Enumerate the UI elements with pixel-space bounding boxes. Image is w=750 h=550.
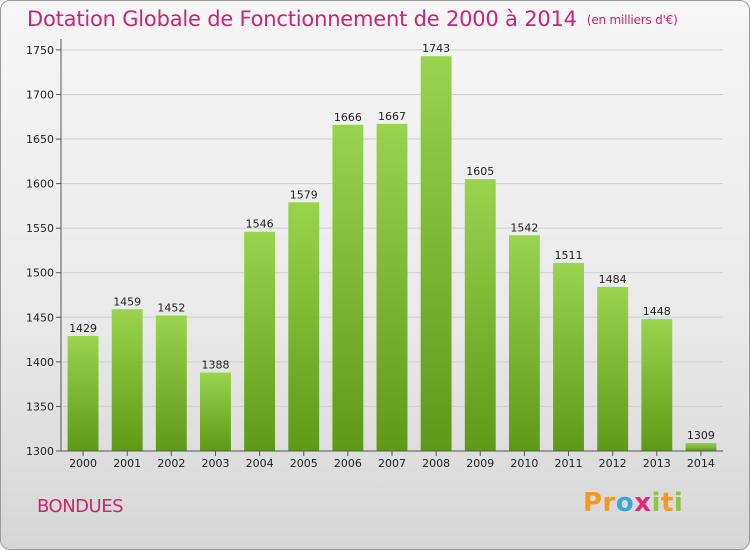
logo-part: i bbox=[673, 488, 684, 518]
x-tick-label: 2007 bbox=[378, 457, 406, 470]
logo-part: x bbox=[634, 488, 652, 518]
data-label: 1743 bbox=[422, 42, 450, 55]
bars bbox=[67, 56, 717, 452]
x-tick-label: 2004 bbox=[246, 457, 274, 470]
bar bbox=[553, 262, 584, 451]
proxiti-logo: Proxiti bbox=[583, 488, 683, 518]
chart-subtitle: (en milliers d'€) bbox=[586, 13, 678, 27]
bar bbox=[244, 231, 276, 451]
bar bbox=[420, 56, 452, 452]
data-label: 1484 bbox=[599, 273, 627, 286]
y-tick-label: 1700 bbox=[26, 88, 54, 101]
bar bbox=[685, 442, 717, 451]
bar bbox=[508, 235, 540, 451]
y-tick-label: 1450 bbox=[26, 311, 54, 324]
data-label: 1429 bbox=[69, 322, 97, 335]
axes bbox=[56, 39, 723, 456]
logo-part: i bbox=[651, 488, 661, 518]
y-tick-label: 1300 bbox=[26, 445, 54, 458]
data-label: 1452 bbox=[157, 302, 185, 315]
x-tick-label: 2012 bbox=[599, 457, 627, 470]
x-tick-label: 2008 bbox=[422, 457, 450, 470]
data-label: 1459 bbox=[113, 295, 141, 308]
x-tick-label: 2001 bbox=[113, 457, 141, 470]
y-tick-label: 1350 bbox=[26, 400, 54, 413]
data-label: 1511 bbox=[555, 249, 583, 262]
data-label: 1605 bbox=[466, 165, 494, 178]
bar bbox=[332, 124, 364, 452]
data-label: 1388 bbox=[201, 359, 229, 372]
bar bbox=[155, 315, 187, 451]
chart-title: Dotation Globale de Fonctionnement de 20… bbox=[27, 7, 678, 31]
bar bbox=[288, 202, 320, 451]
data-label: 1667 bbox=[378, 110, 406, 123]
y-tick-label: 1400 bbox=[26, 356, 54, 369]
data-label: 1309 bbox=[687, 429, 715, 442]
title-text: Dotation Globale de Fonctionnement de 20… bbox=[27, 7, 577, 31]
x-tick-label: 2010 bbox=[510, 457, 538, 470]
y-tick-label: 1600 bbox=[26, 178, 54, 191]
bar bbox=[376, 123, 408, 452]
bar bbox=[464, 179, 496, 452]
data-label: 1542 bbox=[510, 221, 538, 234]
y-tick-label: 1750 bbox=[26, 44, 54, 57]
logo-part: Pr bbox=[583, 488, 616, 518]
data-label: 1546 bbox=[246, 218, 274, 231]
x-tick-label: 2006 bbox=[334, 457, 362, 470]
labels: 1300 1350 1400 1450 1500 1550 1600 1650 1700 1750… bbox=[26, 42, 715, 470]
x-tick-label: 2003 bbox=[201, 457, 229, 470]
bar bbox=[67, 336, 99, 451]
data-label: 1666 bbox=[334, 111, 362, 124]
commune-name: BONDUES bbox=[37, 496, 124, 517]
x-tick-label: 2002 bbox=[157, 457, 185, 470]
data-label: 1579 bbox=[290, 188, 318, 201]
y-tick-label: 1550 bbox=[26, 222, 54, 235]
x-tick-label: 2000 bbox=[69, 457, 97, 470]
bar bbox=[200, 372, 231, 451]
y-tick-label: 1500 bbox=[26, 267, 54, 280]
x-tick-label: 2005 bbox=[290, 457, 318, 470]
x-tick-label: 2009 bbox=[466, 457, 494, 470]
data-label: 1448 bbox=[643, 305, 671, 318]
y-tick-label: 1650 bbox=[26, 133, 54, 146]
bar bbox=[111, 309, 143, 451]
x-tick-label: 2013 bbox=[643, 457, 671, 470]
logo-part: t bbox=[660, 488, 674, 518]
x-tick-label: 2014 bbox=[687, 457, 715, 470]
logo-part: o bbox=[615, 488, 635, 518]
x-tick-label: 2011 bbox=[555, 457, 583, 470]
bar bbox=[641, 319, 673, 451]
bar bbox=[597, 287, 629, 451]
